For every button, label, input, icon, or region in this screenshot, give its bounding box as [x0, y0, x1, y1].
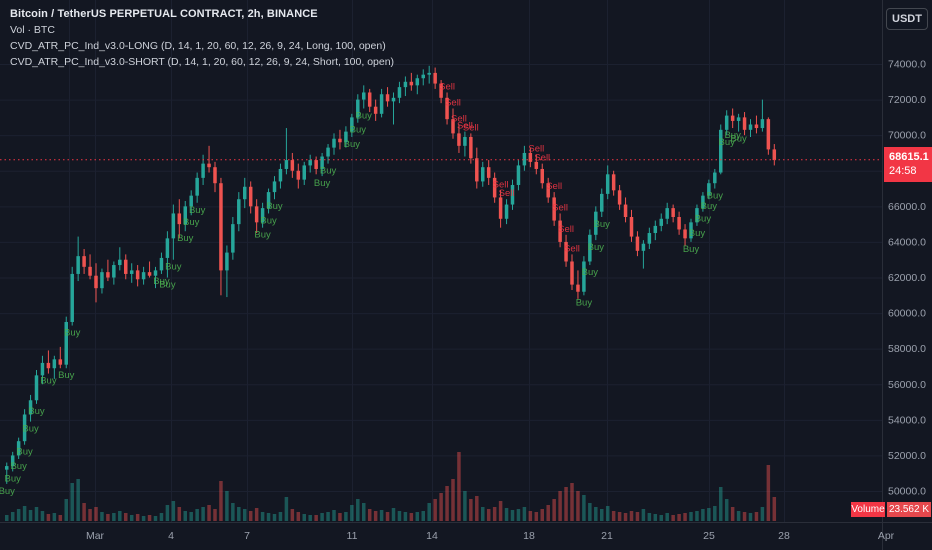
- buy-signal-label: Buy: [183, 217, 200, 228]
- volume-value-badge: 23.562 K: [887, 502, 931, 517]
- price-tick-label: 74000.0: [888, 59, 926, 71]
- price-tick-label: 54000.0: [888, 414, 926, 426]
- sell-signal-label: Sell: [451, 113, 467, 124]
- buy-signal-label: Buy: [594, 219, 611, 230]
- price-tick-label: 66000.0: [888, 201, 926, 213]
- time-tick-label: 18: [523, 530, 535, 542]
- buy-signal-label: Buy: [320, 166, 337, 177]
- buy-signal-label: Buy: [254, 230, 271, 241]
- sell-signal-label: Sell: [528, 144, 544, 155]
- buy-signal-label: Buy: [350, 125, 367, 136]
- buy-signal-label: Buy: [0, 486, 15, 497]
- sell-signal-label: Sell: [493, 179, 509, 190]
- time-tick-label: 21: [601, 530, 613, 542]
- price-tick-label: 70000.0: [888, 130, 926, 142]
- sell-signal-label: Sell: [445, 97, 461, 108]
- buy-signal-label: Buy: [344, 139, 361, 150]
- candle-series: [5, 65, 777, 484]
- buy-signal-label: Buy: [177, 233, 194, 244]
- sell-signal-label: Sell: [457, 121, 473, 132]
- time-tick-label: 14: [426, 530, 438, 542]
- buy-signal-label: Buy: [22, 424, 39, 435]
- buy-signal-label: Buy: [701, 201, 718, 212]
- price-tick-label: 60000.0: [888, 308, 926, 320]
- buy-signal-label: Buy: [165, 262, 182, 273]
- buy-signal-label: Buy: [153, 276, 170, 287]
- buy-signal-label: Buy: [159, 280, 176, 291]
- buy-signal-label: Buy: [28, 406, 45, 417]
- buy-signal-label: Buy: [695, 214, 712, 225]
- buy-signal-label: Buy: [266, 201, 283, 212]
- last-price-value: 68615.1: [889, 151, 929, 163]
- buy-signal-label: Buy: [683, 244, 700, 255]
- buy-signal-label: Buy: [189, 205, 206, 216]
- sell-signal-label: Sell: [558, 224, 574, 235]
- price-tick-label: 52000.0: [888, 450, 926, 462]
- sell-signal-label: Sell: [546, 181, 562, 192]
- buy-signal-label: Buy: [314, 178, 331, 189]
- volume-series: [5, 452, 777, 521]
- buy-signal-label: Buy: [260, 215, 277, 226]
- buy-signal-label: Buy: [356, 110, 373, 121]
- time-tick-label: 11: [347, 530, 358, 542]
- buy-signal-label: Buy: [10, 461, 27, 472]
- buy-signal-label: Buy: [707, 191, 724, 202]
- sell-signal-label: Sell: [439, 81, 455, 92]
- buy-signal-label: Buy: [16, 447, 33, 458]
- price-tick-label: 56000.0: [888, 379, 926, 391]
- sell-signal-label: Sell: [499, 188, 515, 199]
- currency-toggle-button[interactable]: USDT: [886, 8, 928, 30]
- buy-signal-label: Buy: [40, 376, 57, 387]
- buy-signal-label: Buy: [5, 473, 22, 484]
- buy-signal-label: Buy: [582, 267, 599, 278]
- time-axis[interactable]: Mar 4 7 11 14 18 21 25 28 Apr: [86, 530, 895, 542]
- sell-signal-label: Sell: [534, 153, 550, 164]
- sell-signal-label: Sell: [552, 202, 568, 213]
- buy-signal-label: Buy: [730, 134, 747, 145]
- volume-label-badge: Volume: [851, 502, 885, 517]
- price-tick-label: 58000.0: [888, 343, 926, 355]
- price-axis[interactable]: 50000.0 52000.0 54000.0 56000.0 58000.0 60000…: [888, 59, 926, 498]
- time-tick-label: 28: [778, 530, 790, 542]
- time-tick-label: 4: [168, 530, 174, 542]
- buy-signal-label: Buy: [576, 297, 593, 308]
- buy-signal-label: Buy: [689, 228, 706, 239]
- last-price-badge: 68615.1 24:58: [884, 147, 932, 182]
- time-tick-label: 7: [244, 530, 250, 542]
- price-tick-label: 64000.0: [888, 236, 926, 248]
- time-tick-label: 25: [703, 530, 715, 542]
- sell-signal-label: Sell: [564, 243, 580, 254]
- buy-signal-label: Buy: [719, 137, 736, 148]
- price-tick-label: 72000.0: [888, 94, 926, 106]
- price-tick-label: 62000.0: [888, 272, 926, 284]
- time-tick-label: Mar: [86, 530, 105, 542]
- buy-signal-label: Buy: [588, 242, 605, 253]
- time-tick-label: Apr: [878, 530, 895, 542]
- buy-signal-label: Buy: [64, 328, 81, 339]
- price-tick-label: 50000.0: [888, 486, 926, 498]
- buy-signal-label: Buy: [58, 370, 75, 381]
- bar-countdown: 24:58: [889, 165, 917, 177]
- grid-lines: [0, 0, 882, 522]
- sell-signal-label: Sell: [463, 122, 479, 133]
- buy-signal-label: Buy: [724, 130, 741, 141]
